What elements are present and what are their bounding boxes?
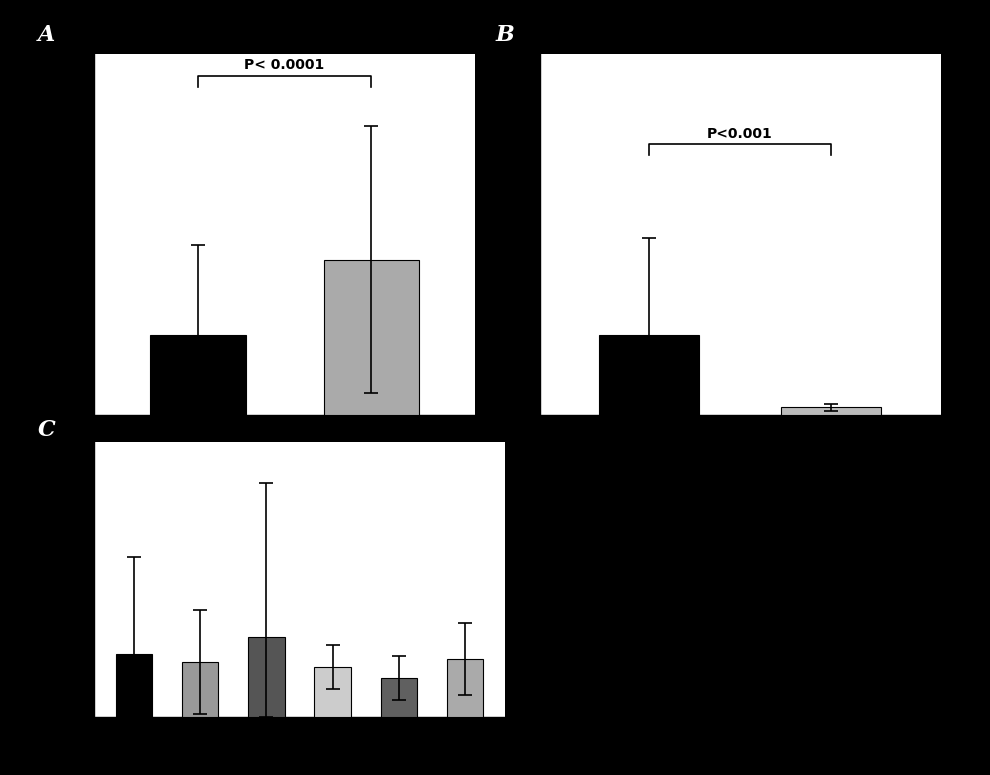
- Y-axis label: Glyphosate in urine (ng/mL): Glyphosate in urine (ng/mL): [486, 137, 500, 332]
- Bar: [446, 659, 483, 717]
- Text: A: A: [38, 24, 55, 46]
- Text: C: C: [38, 419, 55, 441]
- Bar: [182, 662, 219, 717]
- Text: P< 0.0001: P< 0.0001: [245, 58, 325, 72]
- Bar: [781, 408, 881, 415]
- Text: B: B: [496, 24, 514, 46]
- Bar: [116, 653, 152, 717]
- Text: P<0.001: P<0.001: [707, 127, 773, 141]
- Bar: [380, 678, 417, 717]
- Y-axis label: Glyphosate in urine (ng/mL): Glyphosate in urine (ng/mL): [41, 137, 54, 332]
- Bar: [248, 637, 284, 717]
- Y-axis label: Glyphosate ng/g: Glyphosate ng/g: [41, 522, 54, 636]
- Bar: [150, 336, 246, 415]
- Bar: [315, 667, 350, 717]
- Bar: [324, 260, 419, 415]
- Bar: [599, 336, 699, 415]
